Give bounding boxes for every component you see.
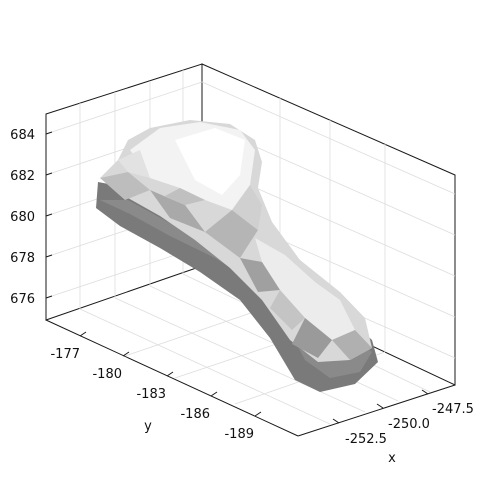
mesh-facet-1 (100, 172, 150, 200)
mesh-facet-9 (118, 150, 150, 178)
mesh-facet-10 (165, 188, 205, 205)
z-tick-label: 682 (10, 169, 35, 184)
y-tick-label: -183 (136, 387, 166, 402)
y-tick-label: -189 (224, 427, 254, 442)
x-tick-label: -247.5 (432, 402, 474, 417)
mesh-facet-3 (205, 210, 258, 258)
y-axis-title: y (144, 419, 152, 434)
y-tick-label: -180 (92, 367, 122, 382)
front-frame (45, 114, 456, 437)
mesh-facet-4 (240, 258, 280, 292)
z-tick-label: 678 (10, 251, 35, 266)
mesh-facet-6 (292, 318, 332, 358)
x-tick-labels: -252.5 -250.0 -247.5 (345, 402, 474, 447)
z-tick-label: 684 (10, 128, 35, 143)
mesh-facet-8 (232, 185, 262, 230)
mesh-facet-7 (332, 330, 372, 360)
tick-marks (45, 131, 429, 424)
mesh-highlight-2 (175, 128, 245, 195)
mesh-highlight-3 (255, 238, 355, 340)
z-tick-labels: 684 682 680 678 676 (10, 128, 35, 307)
x-tick-label: -250.0 (388, 417, 430, 432)
x-tick-label: -252.5 (345, 432, 387, 447)
x-axis-title: x (388, 451, 396, 466)
y-tick-label: -177 (50, 347, 80, 362)
mesh-surface (96, 120, 378, 392)
mesh-facet-5 (270, 290, 305, 330)
z-tick-label: 676 (10, 292, 35, 307)
y-tick-labels: -177 -180 -183 -186 -189 (50, 347, 254, 442)
y-tick-label: -186 (180, 407, 210, 422)
mesh-facet-2 (150, 190, 205, 232)
z-tick-label: 680 (10, 210, 35, 225)
